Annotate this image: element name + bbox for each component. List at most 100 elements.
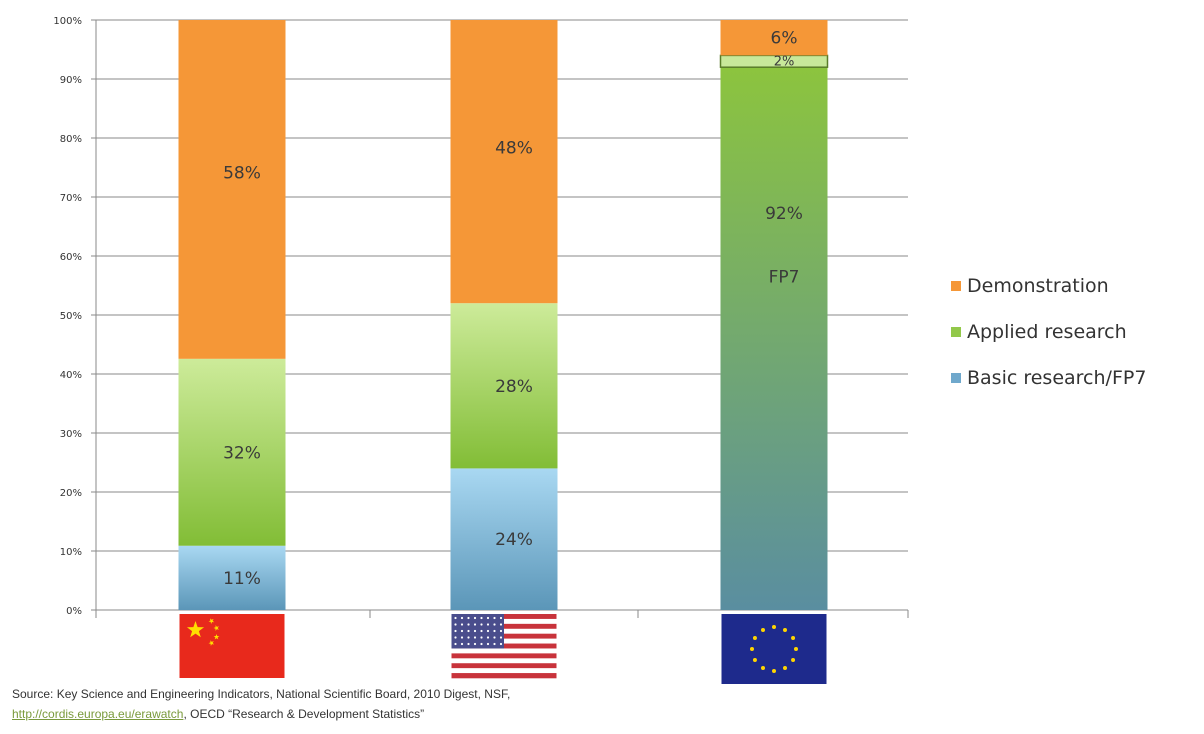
category-flags	[179, 614, 827, 684]
y-tick-label: 80%	[60, 134, 82, 145]
data-label: 32%	[223, 443, 261, 463]
flag-star	[473, 636, 477, 639]
flag-stripe	[451, 653, 557, 659]
flag-star	[467, 636, 470, 639]
source-line-1: Source: Key Science and Engineering Indi…	[12, 687, 511, 701]
flag-star	[486, 623, 490, 626]
y-axis-ticks: 0% 10% 20% 30% 40% 50% 60% 70% 80% 90% 100%	[53, 16, 82, 617]
flag-star	[486, 629, 490, 633]
data-label: 92%	[765, 204, 803, 224]
bar-segment-applied-research	[450, 303, 558, 469]
legend-swatch	[951, 327, 961, 337]
flag-star	[208, 618, 215, 624]
flag-stripe	[451, 668, 557, 674]
flag-star	[208, 640, 215, 646]
flag-star	[761, 627, 765, 632]
flag-star	[486, 642, 490, 646]
flag-star	[473, 623, 477, 626]
source-link[interactable]: http://cordis.europa.eu/erawatch	[12, 707, 184, 721]
flag-star	[473, 616, 477, 620]
usa-flag-icon	[451, 614, 557, 679]
flag-star	[454, 629, 457, 633]
y-tick-label: 10%	[60, 547, 82, 558]
flag-star	[454, 636, 457, 639]
bar-segment-demonstration	[450, 20, 558, 304]
bar-segment-demonstration	[178, 20, 286, 359]
flag-star	[460, 616, 464, 620]
flag-star	[480, 642, 483, 646]
flag-star	[493, 636, 496, 639]
flag-stripe	[451, 658, 557, 664]
flag-star	[473, 642, 477, 646]
flag-star	[499, 616, 503, 620]
flag-star	[460, 629, 464, 633]
source-line-2: http://cordis.europa.eu/erawatch, OECD “…	[12, 704, 510, 724]
flag-star	[460, 642, 464, 646]
flag-star	[467, 642, 470, 646]
flag-star	[454, 642, 457, 646]
flag-star	[772, 625, 776, 629]
flag-star	[794, 647, 798, 651]
y-tick-label: 50%	[60, 311, 82, 322]
flag-star	[480, 629, 483, 633]
data-label: 58%	[223, 163, 261, 183]
flag-star	[480, 616, 483, 620]
flag-star	[499, 642, 503, 646]
flag-star	[783, 627, 787, 632]
flag-star	[772, 669, 776, 673]
bar-segment-basic-research	[178, 545, 286, 610]
flag-star	[499, 623, 503, 626]
y-tick-label: 40%	[60, 370, 82, 381]
flag-star	[486, 616, 490, 620]
legend-label: Demonstration	[967, 275, 1109, 297]
legend-label: Basic research/FP7	[967, 367, 1146, 389]
legend-swatch	[951, 373, 961, 383]
flag-star	[499, 636, 503, 639]
flag-star	[493, 642, 496, 646]
flag-field	[179, 614, 285, 678]
data-label: 11%	[223, 569, 261, 589]
source-line-2-rest: , OECD “Research & Development Statistic…	[183, 707, 425, 721]
flag-star	[791, 658, 796, 662]
flag-star	[460, 623, 464, 626]
bar-segment-basic-research	[450, 468, 558, 610]
y-tick-label: 90%	[60, 75, 82, 86]
bar-segment-demonstration	[720, 20, 828, 56]
flag-star	[493, 616, 496, 620]
flag-star	[791, 636, 796, 640]
y-tick-label: 0%	[66, 606, 82, 617]
eu-bar-label: FP7	[769, 268, 800, 288]
flag-star	[783, 666, 787, 671]
flag-star	[213, 625, 219, 631]
flag-star	[467, 623, 470, 626]
flag-star	[493, 623, 496, 626]
flag-star	[213, 634, 220, 640]
y-tick-label: 100%	[53, 16, 82, 27]
y-tick-label: 30%	[60, 429, 82, 440]
flag-stripe	[451, 673, 557, 679]
flag-star	[752, 636, 757, 640]
flag-stripe	[451, 663, 557, 669]
flag-star	[480, 623, 483, 626]
flag-star	[467, 616, 470, 620]
data-label: 24%	[495, 530, 533, 550]
flag-star	[499, 629, 503, 633]
data-label: 2%	[774, 54, 795, 69]
bar-segment-basic-research	[720, 67, 828, 610]
flag-stripe	[451, 648, 557, 654]
flag-star	[761, 666, 765, 671]
flag-star	[454, 623, 457, 626]
data-label: 48%	[495, 138, 533, 158]
source-note: Source: Key Science and Engineering Indi…	[12, 684, 510, 724]
flag-star	[473, 629, 477, 633]
flag-star	[467, 629, 470, 633]
flag-star	[480, 636, 483, 639]
flag-star	[486, 636, 490, 639]
flag-star	[454, 616, 457, 620]
legend-label: Applied research	[967, 321, 1127, 343]
china-flag-icon	[179, 614, 285, 678]
flag-star	[186, 621, 205, 638]
data-label: 6%	[771, 29, 798, 49]
y-tick-label: 60%	[60, 252, 82, 263]
